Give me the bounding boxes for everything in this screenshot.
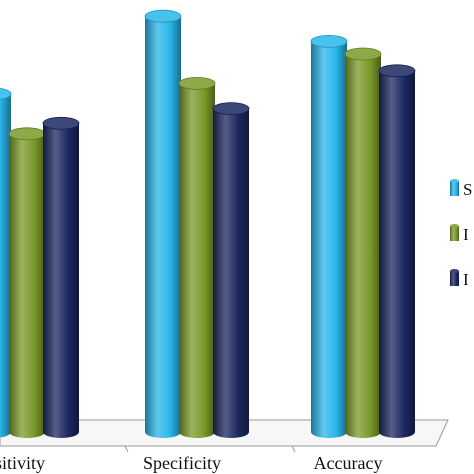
bar-sensitivity-series-1 [0,87,12,438]
legend: S I I [450,179,472,289]
legend-entry-3: I [450,269,469,289]
bar-sensitivity-series-2 [8,127,46,439]
legend-swatch [450,271,459,286]
legend-label: I [463,225,469,244]
category-labels: sitivity Specificity Accuracy [0,453,382,473]
legend-swatch [450,226,459,241]
floor-tick-0 [124,445,129,453]
bar-accuracy-series-3 [378,64,416,439]
legend-label: S [463,180,472,199]
category-label: sitivity [0,453,45,473]
legend-entry-2: I [450,224,469,244]
bar-sensitivity-series-3 [42,116,80,439]
category-label: Accuracy [314,453,383,473]
bar-accuracy-series-1 [310,35,348,439]
floor-tick-1 [291,445,296,453]
legend-swatch [450,181,459,196]
bar-specificity-series-1 [144,9,182,438]
legend-entry-1: S [450,179,472,199]
bar-accuracy-series-2 [344,47,382,438]
category-label: Specificity [143,453,221,473]
legend-label: I [463,270,469,289]
bar-specificity-series-3 [212,102,250,438]
bars [0,9,416,439]
bar-specificity-series-2 [178,77,216,439]
